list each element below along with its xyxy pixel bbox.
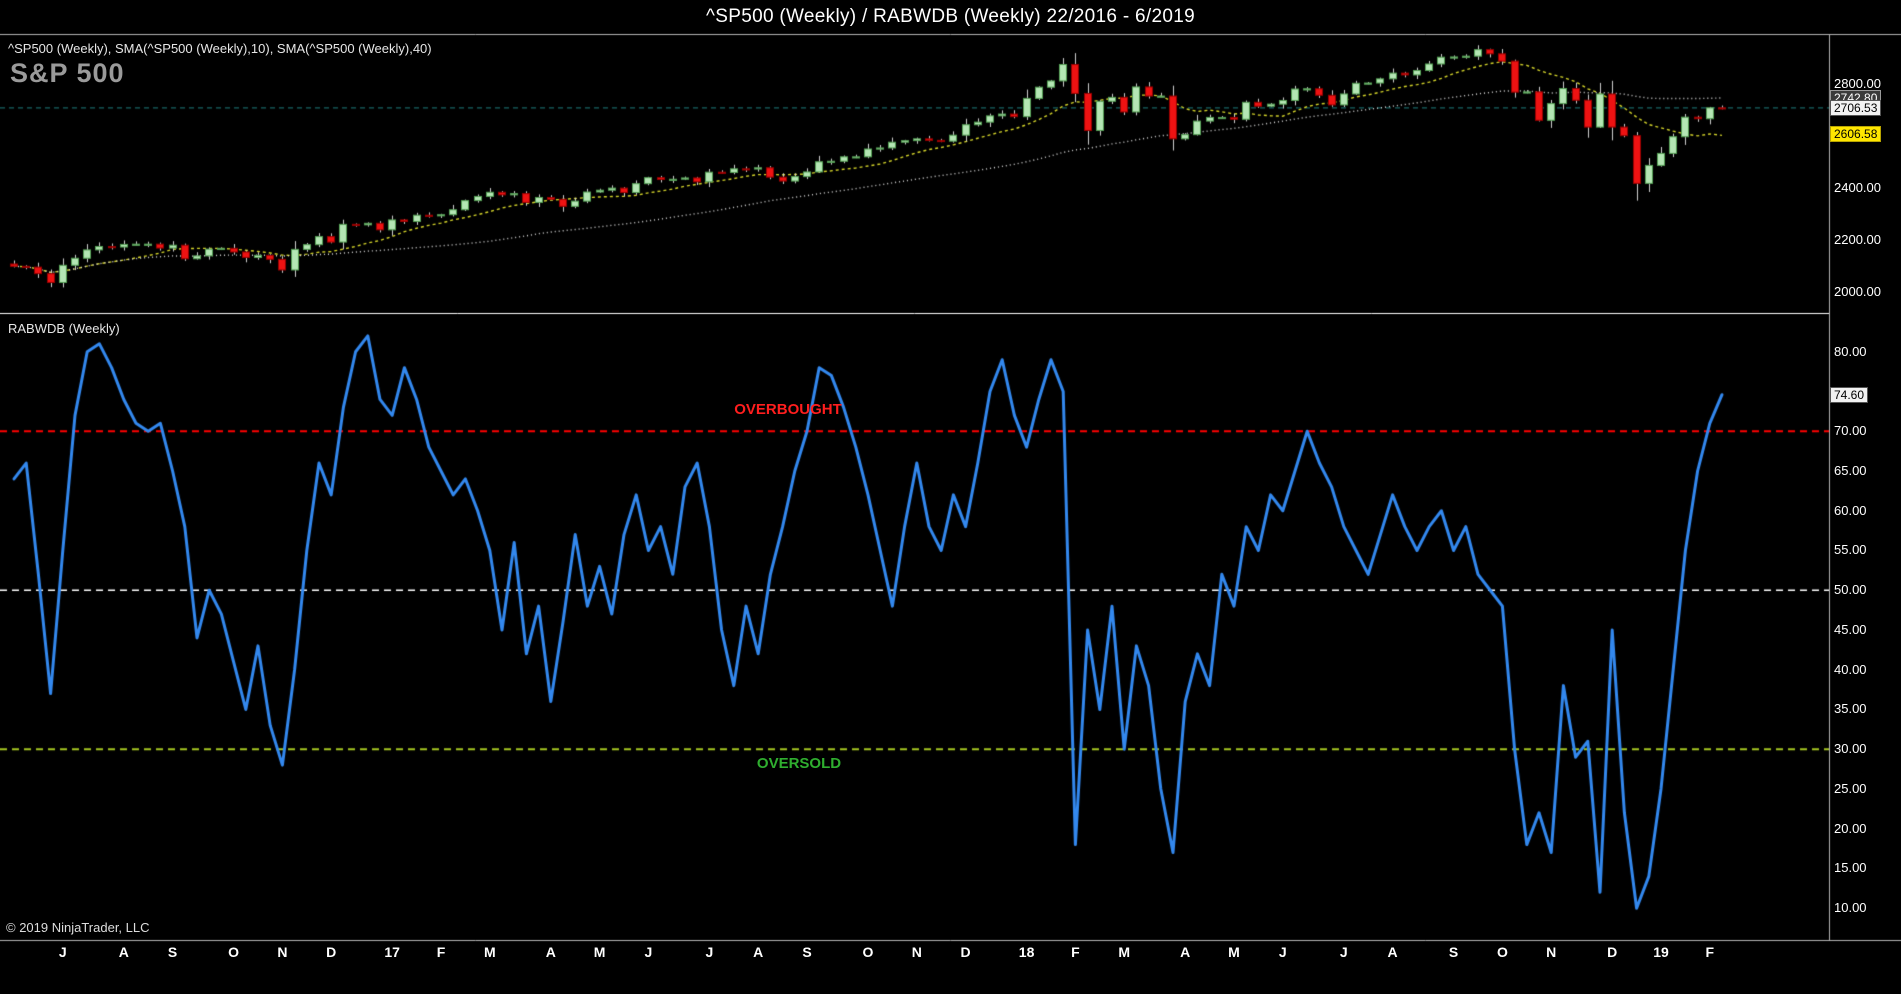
time-axis-label: A (545, 944, 556, 960)
price-marker-sma10: 2606.58 (1830, 125, 1882, 142)
indicator-axis-tick: 45.00 (1834, 621, 1867, 637)
time-axis-label: F (1071, 944, 1080, 960)
time-axis-label: A (118, 944, 129, 960)
time-axis-label: M (1118, 944, 1131, 960)
indicator-axis-tick: 15.00 (1834, 860, 1867, 876)
time-axis-label: N (1546, 944, 1557, 960)
price-marker-last-price: 2706.53 (1830, 99, 1882, 116)
indicator-axis-tick: 35.00 (1834, 701, 1867, 717)
time-axis-label: 19 (1653, 944, 1669, 960)
time-axis-label: O (228, 944, 240, 960)
time-axis-label: A (753, 944, 764, 960)
time-axis-label: J (58, 944, 67, 960)
overbought-label: OVERBOUGHT (734, 401, 842, 418)
time-axis-label: A (1180, 944, 1191, 960)
indicator-axis-tick: 20.00 (1834, 820, 1867, 836)
time-axis-label: F (1705, 944, 1715, 960)
chart-title: ^SP500 (Weekly) / RABWDB (Weekly) 22/201… (706, 6, 1195, 27)
time-axis-label: N (911, 944, 922, 960)
time-axis-label: O (1496, 944, 1508, 960)
indicator-axis-tick: 70.00 (1834, 423, 1867, 439)
indicator-value-marker: 74.60 (1830, 386, 1869, 403)
time-axis-label: M (483, 944, 496, 960)
indicator-axis-tick: 30.00 (1834, 741, 1867, 757)
indicator-axis-tick: 55.00 (1834, 542, 1867, 558)
time-axis-label: O (862, 944, 874, 960)
indicator-axis-tick: 65.00 (1834, 462, 1867, 478)
indicator-axis-tick: 25.00 (1834, 780, 1867, 796)
time-axis[interactable]: J A S O N D 17 F M A M J J A S O N D 18 F M A M J J A S O N D 19 F (0, 940, 1829, 964)
time-axis-label: 18 (1018, 944, 1035, 960)
indicator-axis-tick: 80.00 (1834, 343, 1867, 359)
indicator-axis-tick: 50.00 (1834, 582, 1867, 598)
price-axis-tick: 2400.00 (1834, 179, 1881, 195)
time-axis-label: M (593, 944, 606, 960)
price-axis-tick: 2000.00 (1834, 284, 1881, 300)
time-axis-label: D (326, 944, 337, 960)
price-series-legend: ^SP500 (Weekly), SMA(^SP500 (Weekly),10)… (8, 41, 432, 56)
time-axis-label: J (705, 944, 714, 960)
indicator-axis-tick: 40.00 (1834, 661, 1867, 677)
time-axis-label: A (1387, 944, 1398, 960)
time-axis-label: S (802, 944, 812, 960)
price-axis-tick: 2800.00 (1834, 75, 1881, 91)
indicator-panel-label: RABWDB (Weekly) (8, 321, 120, 336)
time-axis-label: S (167, 944, 178, 960)
time-axis-label: 17 (384, 944, 400, 960)
price-axis[interactable]: 2800.00 2400.00 2200.00 2000.00 2742.80 2706.… (1829, 0, 1901, 994)
time-axis-label: S (1448, 944, 1459, 960)
symbol-watermark: S&P 500 (10, 58, 125, 88)
indicator-axis-tick: 10.00 (1834, 900, 1867, 916)
indicator-axis-tick: 60.00 (1834, 502, 1867, 518)
time-axis-label: D (960, 944, 971, 960)
time-axis-label: J (644, 944, 653, 960)
time-axis-label: N (277, 944, 288, 960)
oversold-label: OVERSOLD (756, 755, 842, 772)
time-axis-label: M (1228, 944, 1240, 960)
time-axis-label: F (436, 944, 446, 960)
time-axis-label: J (1339, 944, 1348, 960)
copyright-label: © 2019 NinjaTrader, LLC (6, 920, 150, 935)
price-axis-tick: 2200.00 (1834, 231, 1881, 247)
time-axis-label: J (1278, 944, 1287, 960)
time-axis-label: D (1607, 944, 1618, 960)
